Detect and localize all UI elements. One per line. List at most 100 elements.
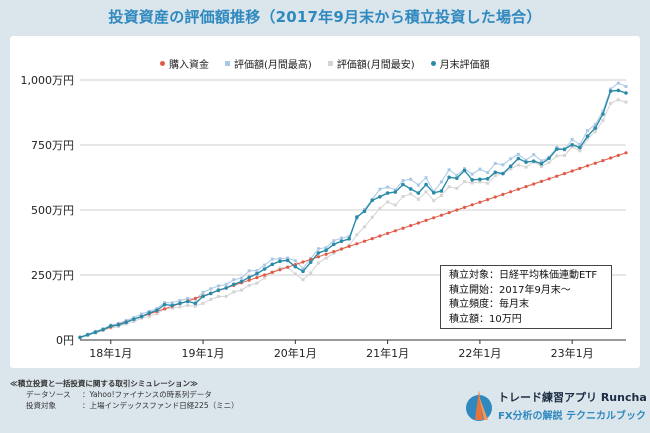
- point-low: [470, 181, 474, 185]
- point-purchase: [286, 265, 290, 269]
- info-line-target: 積立対象：日経平均株価連動ETF: [449, 270, 598, 281]
- point-monthend: [262, 267, 267, 271]
- point-high: [386, 185, 390, 189]
- point-monthend: [247, 275, 251, 280]
- legend-label-high: 評価額(月間最高): [234, 60, 312, 71]
- point-purchase: [262, 273, 267, 277]
- point-high: [532, 153, 536, 157]
- point-monthend: [593, 126, 598, 130]
- point-monthend: [524, 160, 528, 164]
- point-low: [539, 165, 543, 169]
- footer-row-source: データソース ：Yahoo!ファイナンスの時系列データ: [10, 389, 239, 400]
- point-purchase: [501, 192, 505, 196]
- point-high: [624, 85, 628, 88]
- point-low: [255, 281, 259, 285]
- point-purchase: [455, 208, 459, 212]
- point-purchase: [516, 187, 520, 191]
- point-low: [324, 256, 328, 260]
- footer-key-source: データソース: [26, 390, 71, 399]
- point-monthend: [355, 215, 359, 219]
- point-low: [424, 190, 428, 194]
- footer-value-source: ：Yahoo!ファイナンスの時系列データ: [82, 390, 212, 399]
- point-purchase: [378, 234, 382, 238]
- point-purchase: [386, 231, 390, 235]
- point-purchase: [316, 255, 320, 259]
- point-monthend: [132, 317, 136, 322]
- point-purchase: [162, 307, 167, 311]
- point-purchase: [409, 224, 413, 228]
- point-purchase: [370, 237, 374, 241]
- point-low: [578, 149, 582, 153]
- point-low: [155, 312, 159, 316]
- point-purchase: [255, 276, 259, 280]
- point-low: [239, 288, 243, 292]
- point-monthend: [601, 112, 605, 116]
- point-high: [409, 177, 413, 181]
- runcha-logo-icon: [466, 390, 492, 421]
- point-monthend: [362, 209, 367, 214]
- info-box: 積立対象：日経平均株価連動ETF 積立開始：2017年9月末〜 積立頻度：毎月末…: [440, 265, 612, 329]
- point-monthend: [393, 190, 398, 194]
- point-purchase: [485, 198, 490, 202]
- point-low: [524, 165, 528, 169]
- point-high: [524, 158, 528, 162]
- legend-item-low: 評価額(月間最安): [327, 56, 415, 71]
- page-title: 投資資産の評価額推移（2017年9月末から積立投資した場合）: [108, 8, 542, 26]
- info-line-amount: 積立額：10万円: [449, 313, 522, 325]
- point-purchase: [424, 218, 428, 222]
- x-tick-label: 20年1月: [274, 346, 317, 360]
- point-purchase: [332, 250, 336, 254]
- point-monthend: [401, 182, 405, 187]
- point-purchase: [462, 205, 467, 209]
- point-low: [555, 154, 559, 158]
- point-low: [316, 261, 320, 265]
- point-monthend: [201, 294, 205, 299]
- point-low: [393, 203, 397, 207]
- point-high: [447, 168, 451, 172]
- point-purchase: [532, 182, 536, 186]
- point-high: [255, 269, 259, 273]
- point-low: [370, 215, 374, 219]
- point-low: [616, 98, 620, 102]
- point-monthend: [170, 303, 175, 308]
- point-high: [163, 301, 167, 305]
- point-low: [247, 283, 251, 287]
- point-low: [609, 101, 613, 105]
- point-low: [447, 185, 451, 189]
- point-monthend: [162, 302, 167, 307]
- point-monthend: [516, 156, 521, 161]
- point-purchase: [585, 164, 590, 168]
- point-purchase: [439, 213, 444, 217]
- point-monthend: [255, 271, 259, 276]
- point-high: [270, 257, 274, 261]
- point-monthend: [324, 248, 328, 253]
- point-monthend: [124, 320, 128, 325]
- point-low: [570, 145, 574, 149]
- point-low: [170, 306, 174, 310]
- point-monthend: [93, 330, 98, 335]
- brand-tagline: FX分析の解説 テクニカルブック: [498, 411, 647, 422]
- point-monthend: [554, 147, 559, 151]
- point-low: [455, 186, 459, 190]
- point-monthend: [455, 176, 459, 181]
- x-tick-label: 23年1月: [551, 346, 594, 360]
- x-tick-label: 19年1月: [182, 346, 225, 360]
- point-monthend: [501, 171, 505, 176]
- point-high: [324, 246, 328, 250]
- point-high: [293, 259, 297, 263]
- point-monthend: [431, 191, 436, 195]
- legend-item-high: 評価額(月間最高): [225, 56, 312, 71]
- y-tick-label: 500万円: [31, 204, 74, 217]
- point-low: [624, 100, 628, 104]
- point-purchase: [539, 179, 544, 183]
- legend-item-monthend: 月末評価額: [430, 56, 490, 71]
- point-monthend: [385, 191, 390, 195]
- point-high: [393, 188, 397, 192]
- point-monthend: [416, 191, 421, 195]
- point-high: [478, 167, 482, 171]
- point-high: [401, 179, 405, 183]
- point-monthend: [208, 291, 213, 296]
- point-low: [493, 174, 497, 178]
- point-high: [347, 235, 351, 239]
